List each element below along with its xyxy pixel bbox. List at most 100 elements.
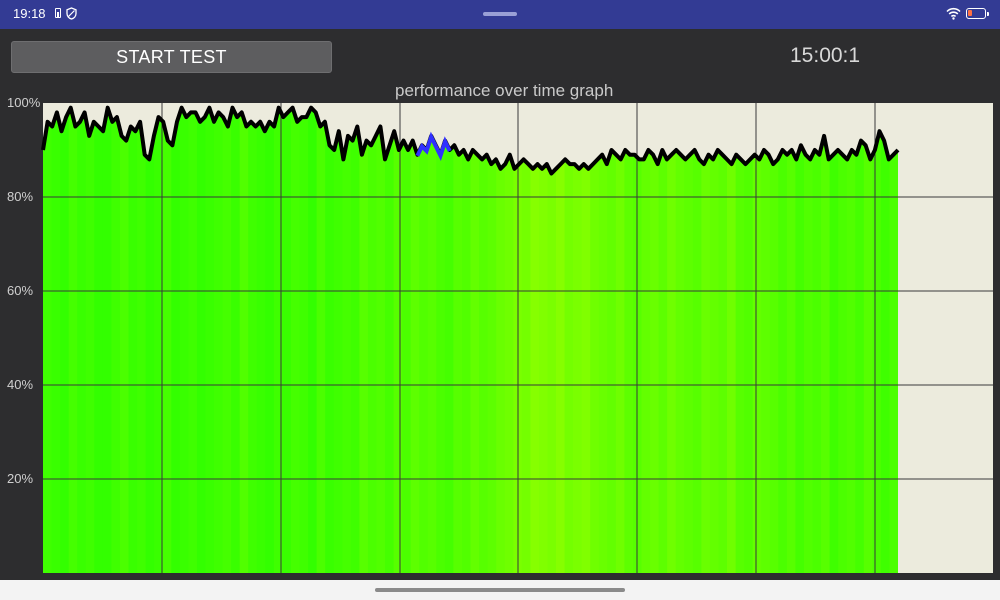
fill-stripe xyxy=(581,107,591,573)
fill-stripe xyxy=(205,107,215,573)
fill-stripe xyxy=(496,107,506,573)
fill-stripe xyxy=(94,107,104,573)
battery-level xyxy=(968,10,973,16)
fill-stripe xyxy=(51,107,61,573)
fill-stripe xyxy=(342,107,352,573)
fill-stripe xyxy=(838,107,848,573)
fill-stripe xyxy=(846,107,856,573)
fill-stripe xyxy=(359,107,369,573)
fill-stripe xyxy=(231,107,241,573)
fill-stripes xyxy=(43,107,898,573)
fill-stripe xyxy=(419,107,429,573)
fill-stripe xyxy=(675,107,685,573)
fill-stripe xyxy=(786,107,797,573)
fill-stripe xyxy=(778,107,788,573)
fill-stripe xyxy=(590,107,600,573)
fill-stripe xyxy=(85,107,95,573)
fill-stripe xyxy=(573,107,583,573)
fill-stripe xyxy=(128,107,138,573)
fill-stripe xyxy=(692,107,702,573)
fill-stripe xyxy=(43,107,53,573)
fill-stripe xyxy=(248,107,258,573)
wifi-icon xyxy=(946,7,961,20)
fill-stripe xyxy=(402,107,412,573)
timer-display: 15:00:1 xyxy=(790,44,861,67)
fill-stripe xyxy=(60,107,70,573)
fill-stripe xyxy=(615,107,626,573)
fill-stripe xyxy=(863,107,873,573)
home-indicator[interactable] xyxy=(375,588,625,592)
drag-handle[interactable] xyxy=(483,12,517,16)
fill-stripe xyxy=(291,107,301,573)
fill-stripe xyxy=(385,107,395,573)
start-test-button[interactable]: START TEST xyxy=(11,41,332,73)
fill-stripe xyxy=(709,107,720,573)
fill-stripe xyxy=(804,107,814,573)
fill-stripe xyxy=(530,107,540,573)
navigation-bar xyxy=(0,580,1000,600)
y-tick-label: 80% xyxy=(7,189,33,204)
fill-stripe xyxy=(444,107,455,573)
fill-stripe xyxy=(376,107,386,573)
fill-stripe xyxy=(120,107,130,573)
status-bar: 19:18 xyxy=(0,0,1000,29)
fill-stripe xyxy=(795,107,805,573)
fill-stripe xyxy=(77,107,87,573)
fill-stripe xyxy=(265,107,275,573)
fill-stripe xyxy=(701,107,711,573)
fill-stripe xyxy=(145,107,155,573)
fill-stripe xyxy=(393,107,403,573)
fill-stripe xyxy=(162,107,172,573)
fill-stripe xyxy=(308,107,318,573)
status-time: 19:18 xyxy=(13,6,46,21)
fill-stripe xyxy=(196,107,207,573)
fill-stripe xyxy=(650,107,660,573)
fill-stripe xyxy=(436,107,446,573)
highlight-segment xyxy=(415,131,452,161)
fill-stripe xyxy=(598,107,608,573)
fill-stripe xyxy=(239,107,249,573)
fill-stripe xyxy=(769,107,779,573)
y-tick-label: 100% xyxy=(7,95,41,110)
fill-stripe xyxy=(658,107,668,573)
fill-stripe xyxy=(154,107,164,573)
fill-stripe xyxy=(273,107,284,573)
grid-lines xyxy=(43,103,993,573)
fill-stripe xyxy=(556,107,566,573)
y-tick-labels: 100% 80% 60% 40% 20% xyxy=(7,95,41,486)
fill-stripe xyxy=(410,107,420,573)
fill-stripe xyxy=(718,107,728,573)
series-line xyxy=(41,105,900,176)
fill-stripe xyxy=(735,107,745,573)
performance-chart: 100% 80% 60% 40% 20% xyxy=(7,95,993,573)
fill-stripe xyxy=(880,107,891,573)
fill-stripe xyxy=(607,107,617,573)
fill-stripe xyxy=(761,107,771,573)
fill-stripe xyxy=(188,107,198,573)
battery-icon xyxy=(966,8,989,19)
fill-stripe xyxy=(872,107,882,573)
fill-stripe xyxy=(256,107,266,573)
fill-stripe xyxy=(812,107,822,573)
fill-stripe xyxy=(453,107,463,573)
graph-title: performance over time graph xyxy=(395,81,614,100)
fill-stripe xyxy=(367,107,378,573)
y-tick-label: 20% xyxy=(7,471,33,486)
fill-stripe xyxy=(325,107,335,573)
fill-stripe xyxy=(214,107,224,573)
fill-stripe xyxy=(821,107,831,573)
fill-stripe xyxy=(727,107,737,573)
fill-stripe xyxy=(624,107,634,573)
battery-saver-icon xyxy=(55,8,61,18)
y-tick-label: 60% xyxy=(7,283,33,298)
fill-stripe xyxy=(538,107,549,573)
fill-stripe xyxy=(855,107,865,573)
fill-stripe xyxy=(487,107,497,573)
fill-stripe xyxy=(504,107,514,573)
fill-stripe xyxy=(684,107,694,573)
fill-stripe xyxy=(521,107,531,573)
fill-stripe xyxy=(179,107,189,573)
fill-stripe xyxy=(752,107,762,573)
fill-stripe xyxy=(68,107,78,573)
fill-stripe xyxy=(889,107,898,573)
